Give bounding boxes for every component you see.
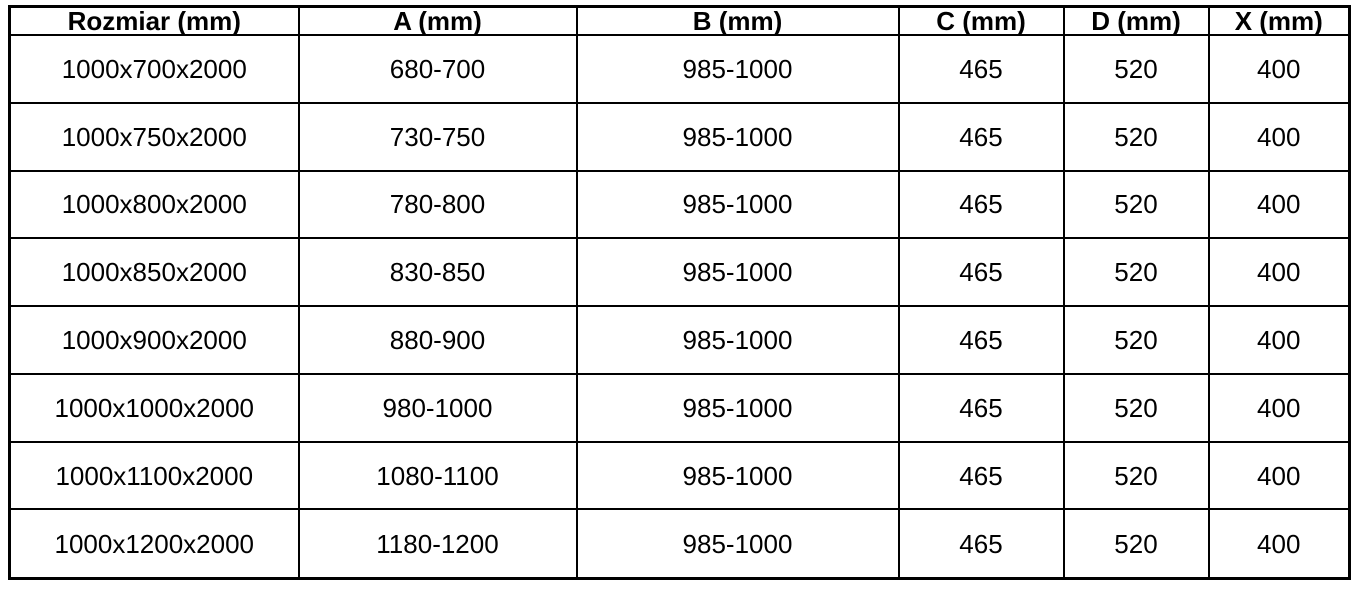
table-cell: 400 [1207,169,1351,240]
table-cell: 1000x700x2000 [8,34,300,104]
table-cell: 1000x1000x2000 [8,372,300,443]
table-cell: 1000x850x2000 [8,237,300,308]
table-cell: 400 [1207,440,1351,511]
table-row: 1000x700x2000 680-700 985-1000 465 520 400 [8,34,1351,104]
table-cell: 1080-1100 [297,440,578,511]
table-cell: 1000x750x2000 [8,101,300,172]
column-header: D (mm) [1062,5,1210,36]
table-cell: 980-1000 [297,372,578,443]
table-cell: 985-1000 [575,237,900,308]
header-row: Rozmiar (mm) A (mm) B (mm) C (mm) D (mm) X (m… [8,5,1351,36]
table-cell: 780-800 [297,169,578,240]
column-header: Rozmiar (mm) [8,5,300,36]
table-cell: 520 [1062,237,1210,308]
table-cell: 400 [1207,508,1351,580]
table-cell: 400 [1207,305,1351,375]
table-cell: 465 [897,101,1065,172]
table-cell: 465 [897,372,1065,443]
table-cell: 730-750 [297,101,578,172]
table-cell: 830-850 [297,237,578,308]
table-body: 1000x700x2000 680-700 985-1000 465 520 400 100… [8,34,1351,580]
table-cell: 520 [1062,508,1210,580]
table-cell: 985-1000 [575,101,900,172]
table-cell: 985-1000 [575,372,900,443]
table-cell: 985-1000 [575,440,900,511]
table-cell: 1180-1200 [297,508,578,580]
table-row: 1000x1000x2000 980-1000 985-1000 465 520 400 [8,372,1351,443]
dimensions-table: Rozmiar (mm) A (mm) B (mm) C (mm) D (mm) X (m… [8,5,1351,580]
table-cell: 465 [897,237,1065,308]
table-cell: 1000x1100x2000 [8,440,300,511]
table-row: 1000x1200x2000 1180-1200 985-1000 465 520 400 [8,508,1351,580]
table-cell: 520 [1062,372,1210,443]
table-cell: 400 [1207,237,1351,308]
table-row: 1000x850x2000 830-850 985-1000 465 520 400 [8,237,1351,308]
table-cell: 400 [1207,372,1351,443]
table-cell: 985-1000 [575,508,900,580]
column-header: A (mm) [297,5,578,36]
column-header: C (mm) [897,5,1065,36]
table-cell: 520 [1062,169,1210,240]
table-row: 1000x750x2000 730-750 985-1000 465 520 400 [8,101,1351,172]
table-row: 1000x900x2000 880-900 985-1000 465 520 400 [8,305,1351,375]
table-header: Rozmiar (mm) A (mm) B (mm) C (mm) D (mm) X (m… [8,5,1351,36]
table-cell: 465 [897,305,1065,375]
column-header: X (mm) [1207,5,1351,36]
column-header: B (mm) [575,5,900,36]
table-cell: 400 [1207,34,1351,104]
table-cell: 400 [1207,101,1351,172]
table-cell: 465 [897,440,1065,511]
table-cell: 1000x800x2000 [8,169,300,240]
table-cell: 520 [1062,101,1210,172]
table-cell: 520 [1062,34,1210,104]
table-cell: 985-1000 [575,305,900,375]
table-cell: 520 [1062,305,1210,375]
table-row: 1000x1100x2000 1080-1100 985-1000 465 520 400 [8,440,1351,511]
table-cell: 680-700 [297,34,578,104]
table-cell: 520 [1062,440,1210,511]
table-cell: 465 [897,508,1065,580]
table-cell: 1000x900x2000 [8,305,300,375]
table-cell: 465 [897,169,1065,240]
table-cell: 985-1000 [575,169,900,240]
table-row: 1000x800x2000 780-800 985-1000 465 520 400 [8,169,1351,240]
table-cell: 1000x1200x2000 [8,508,300,580]
table-cell: 985-1000 [575,34,900,104]
table-cell: 880-900 [297,305,578,375]
table-cell: 465 [897,34,1065,104]
